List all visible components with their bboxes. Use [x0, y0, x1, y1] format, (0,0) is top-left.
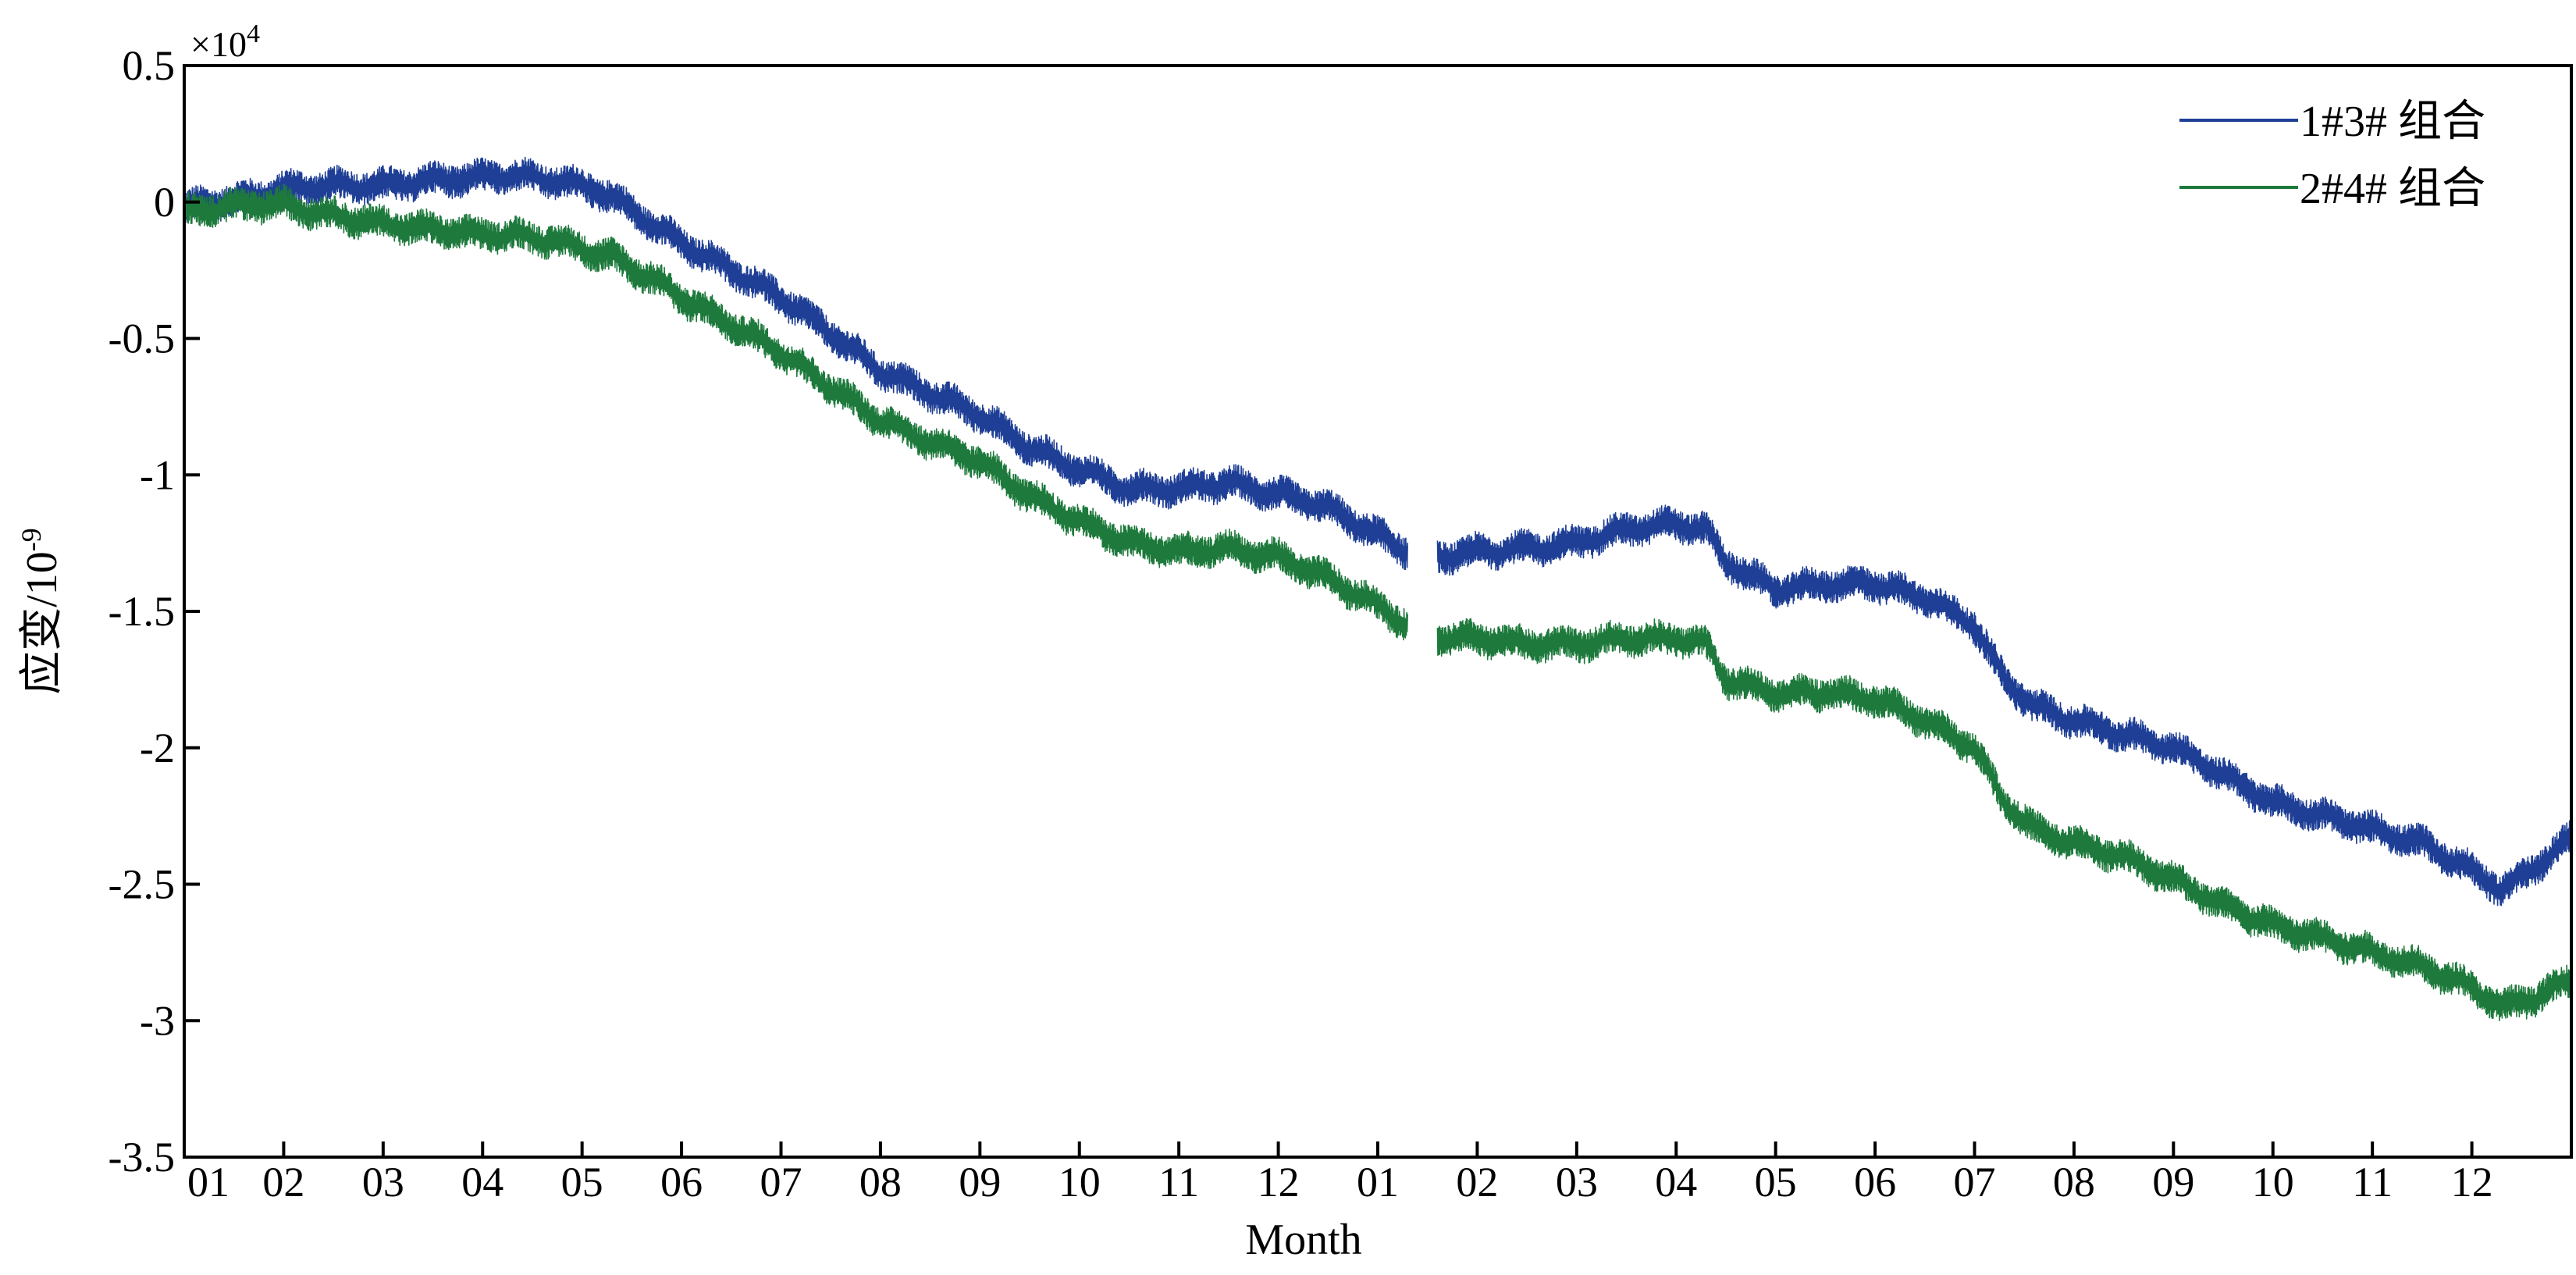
y-scale-multiplier: ×104: [190, 20, 260, 64]
y-scale-prefix: ×10: [190, 24, 247, 64]
x-tick-label: 04: [1655, 1159, 1697, 1206]
series-line-2-segment-2: [1436, 618, 2572, 1021]
y-axis-title-exponent: -9: [16, 528, 47, 551]
x-tick-label: 01: [1357, 1159, 1399, 1206]
y-axis-title-base: 应变/10: [18, 551, 66, 695]
x-tick-label: 03: [1556, 1159, 1598, 1206]
x-axis-title: Month: [1245, 1216, 1361, 1264]
x-tick-label: 01: [187, 1159, 229, 1206]
x-tick-label: 12: [1258, 1159, 1300, 1206]
y-tick-label: -0.5: [109, 315, 175, 362]
x-tick-label: 09: [959, 1159, 1001, 1206]
y-tick-label: 0: [154, 179, 175, 226]
series-line-1-segment-1: [183, 156, 1408, 571]
y-tick-label: -2.5: [109, 861, 175, 908]
x-tick-label: 11: [1158, 1159, 1199, 1206]
x-tick-label: 08: [2053, 1159, 2095, 1206]
x-tick-label: 07: [760, 1159, 802, 1206]
x-tick-label: 07: [1954, 1159, 1996, 1206]
x-tick-label: 05: [561, 1159, 603, 1206]
y-tick-label: -2: [140, 725, 175, 771]
x-tick-label: 04: [461, 1159, 503, 1206]
legend-label-1: 1#3# 组合: [2300, 98, 2485, 146]
x-tick-label: 09: [2152, 1159, 2194, 1206]
series-layer: [183, 156, 2572, 1021]
x-axis: 01 02 03 04 05 06 07 08 09 10 11 12 01 02 03 04 05 06 07 08…: [183, 1141, 2493, 1206]
y-tick-label: -3: [140, 997, 175, 1044]
x-tick-label: 08: [859, 1159, 902, 1206]
x-tick-label: 11: [2352, 1159, 2393, 1206]
x-tick-label: 05: [1755, 1159, 1797, 1206]
legend: 1#3# 组合 2#4# 组合: [2179, 98, 2485, 213]
series-line-2-segment-1: [183, 183, 1408, 641]
x-tick-label: 10: [2252, 1159, 2294, 1206]
y-tick-label: 0.5: [123, 42, 176, 89]
x-tick-label: 10: [1059, 1159, 1101, 1206]
series-line-1-segment-2: [1436, 504, 2572, 906]
y-axis-title: 应变/10-9: [16, 528, 66, 695]
x-tick-label: 02: [1456, 1159, 1498, 1206]
y-axis: 0.5 0 -0.5 -1 -1.5 -2 -2.5 -3 -3.5: [109, 42, 200, 1181]
x-tick-label: 12: [2451, 1159, 2493, 1206]
x-tick-label: 02: [262, 1159, 304, 1206]
y-scale-exponent: 4: [247, 20, 260, 48]
legend-label-2: 2#4# 组合: [2300, 165, 2485, 213]
x-tick-label: 06: [1854, 1159, 1896, 1206]
y-tick-label: -3.5: [109, 1134, 175, 1181]
x-tick-label: 03: [362, 1159, 404, 1206]
y-tick-label: -1: [140, 451, 175, 498]
x-tick-label: 06: [660, 1159, 703, 1206]
y-tick-label: -1.5: [109, 588, 175, 635]
